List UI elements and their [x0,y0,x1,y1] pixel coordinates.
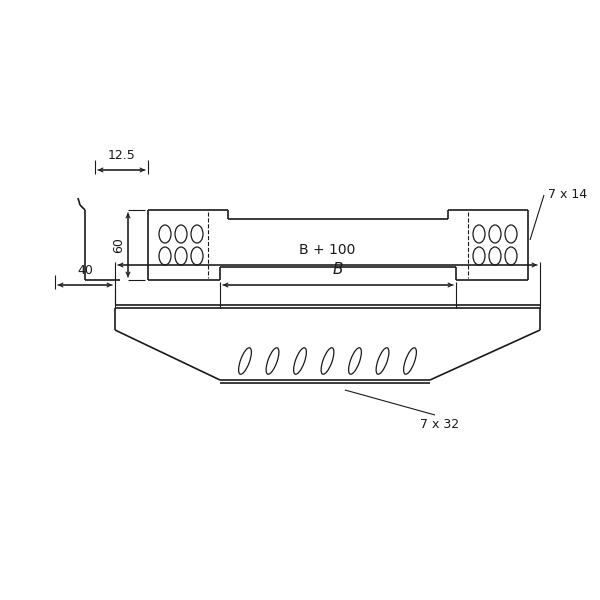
Text: 12.5: 12.5 [107,149,136,162]
Text: 7 x 14: 7 x 14 [548,188,587,202]
Text: 60: 60 [113,237,125,253]
Text: 7 x 32: 7 x 32 [420,418,459,431]
Text: B + 100: B + 100 [299,243,356,257]
Text: B: B [333,262,343,277]
Text: 40: 40 [77,264,93,277]
